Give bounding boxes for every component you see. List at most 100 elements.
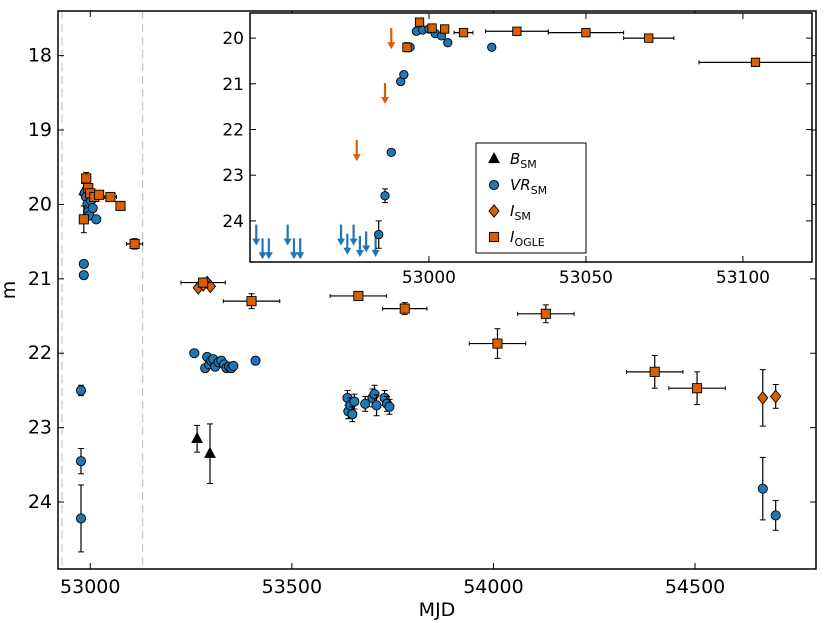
upper-limit-arrowhead <box>337 238 346 246</box>
inset-ytick-label: 22 <box>222 121 244 141</box>
data-point-vr-sm <box>78 258 89 270</box>
data-point-i-sm <box>757 390 769 405</box>
main-ytick-label: 23 <box>28 417 52 439</box>
legend-marker <box>488 179 500 191</box>
inset-xtick-label: 53100 <box>716 268 770 288</box>
data-point-vr-sm <box>75 513 87 524</box>
legend-label-base: I <box>510 202 515 220</box>
data-point-vr-sm <box>374 229 384 240</box>
upper-limit-arrowhead <box>343 247 352 255</box>
inset-ytick-label: 20 <box>222 29 244 49</box>
legend-label-subscript: OGLE <box>514 236 544 249</box>
data-point-i-ogle <box>458 27 469 38</box>
data-point-i-ogle <box>78 214 89 225</box>
upper-limit-arrowhead <box>371 250 380 258</box>
inset-ytick-label: 24 <box>222 212 244 232</box>
legend-entry-label: ISM <box>510 202 531 223</box>
data-point-vr-sm <box>443 38 453 48</box>
main-ytick-label: 22 <box>28 342 52 364</box>
data-point-vr-sm <box>360 398 371 409</box>
upper-limit-arrowhead <box>355 250 364 258</box>
legend-marker <box>488 231 500 243</box>
upper-limit-arrowhead <box>264 252 273 260</box>
data-point-i-ogle <box>246 296 257 307</box>
upper-limit-arrowhead <box>296 252 305 260</box>
data-point-vr-sm <box>347 409 358 420</box>
main-xtick-label: 54000 <box>463 576 523 598</box>
data-point-vr-sm <box>770 510 781 521</box>
main-xtick-label: 53500 <box>262 576 322 598</box>
upper-limit-arrowhead <box>381 96 390 104</box>
data-point-i-sm <box>770 389 782 404</box>
main-ytick-label: 19 <box>28 119 52 141</box>
legend-label-base: B <box>510 150 520 168</box>
data-point-i-ogle <box>105 191 116 203</box>
legend-label-subscript: SM <box>514 210 530 223</box>
data-point-i-ogle <box>198 277 209 288</box>
upper-limit-arrowhead <box>349 238 358 246</box>
data-point-i-ogle <box>129 238 140 249</box>
y-axis-label: m <box>0 281 20 300</box>
data-point-vr-sm <box>75 385 87 396</box>
data-point-i-ogle <box>644 33 654 43</box>
data-point-i-ogle <box>115 200 126 211</box>
main-ytick-label: 18 <box>28 45 52 67</box>
data-point-b-sm <box>204 446 216 458</box>
data-point-vr-sm <box>228 360 239 371</box>
data-point-i-ogle <box>440 24 450 34</box>
data-point-i-ogle <box>692 383 703 394</box>
data-point-vr-sm <box>78 270 89 281</box>
main-xtick-label: 53000 <box>60 576 120 598</box>
data-point-i-ogle <box>402 42 412 52</box>
upper-limit-arrowhead <box>289 252 298 260</box>
main-frame <box>57 10 817 570</box>
data-point-vr-sm <box>250 355 261 366</box>
data-point-vr-sm <box>399 70 409 80</box>
data-point-vr-sm <box>349 396 360 407</box>
data-point-vr-sm <box>487 42 497 52</box>
legend-entry-label: BSM <box>510 150 537 171</box>
data-point-i-ogle <box>353 290 364 302</box>
data-point-vr-sm <box>380 191 390 201</box>
legend-entry-label: VRSM <box>510 176 547 197</box>
data-point-i-ogle <box>399 303 410 314</box>
data-point-b-sm <box>191 431 203 443</box>
data-point-vr-sm <box>371 400 382 411</box>
data-point-i-ogle <box>427 23 437 33</box>
main-ytick-label: 20 <box>28 193 52 215</box>
data-point-i-ogle <box>540 308 551 319</box>
legend-label-base: VR <box>510 176 531 194</box>
legend-label-subscript: SM <box>520 158 536 171</box>
upper-limit-arrowhead <box>258 252 267 260</box>
main-ytick-label: 21 <box>28 268 52 290</box>
data-point-vr-sm <box>386 147 396 157</box>
inset-xtick-label: 53050 <box>559 268 613 288</box>
data-point-i-ogle <box>414 17 425 27</box>
data-point-i-ogle <box>750 57 761 67</box>
inset-ytick-label: 21 <box>222 75 244 95</box>
legend-marker <box>488 151 500 164</box>
inset-ytick-label: 23 <box>222 166 244 186</box>
data-point-i-ogle <box>581 27 591 38</box>
upper-limit-arrowhead <box>387 42 396 50</box>
upper-limit-arrowhead <box>362 245 371 253</box>
legend-entry-label: IOGLE <box>510 228 545 249</box>
upper-limit-arrowhead <box>252 238 261 246</box>
legend-label-subscript: SM <box>531 184 547 197</box>
main-plot: 53000 53500 54000 54500 18 19 20 21 22 23 24 MJD m <box>0 10 817 621</box>
data-point-i-ogle <box>94 189 105 200</box>
data-point-vr-sm <box>91 214 102 225</box>
data-point-vr-sm <box>369 389 380 400</box>
main-ytick-label: 24 <box>28 491 52 513</box>
legend-marker <box>488 204 500 218</box>
data-point-i-ogle <box>512 26 522 36</box>
inset-xtick-label: 53000 <box>402 268 456 288</box>
inset-frame <box>249 12 813 263</box>
upper-limit-arrowhead <box>283 238 292 246</box>
data-point-vr-sm <box>189 348 200 359</box>
x-axis-label: MJD <box>419 599 456 621</box>
data-point-vr-sm <box>384 401 395 412</box>
data-point-vr-sm <box>75 456 87 467</box>
